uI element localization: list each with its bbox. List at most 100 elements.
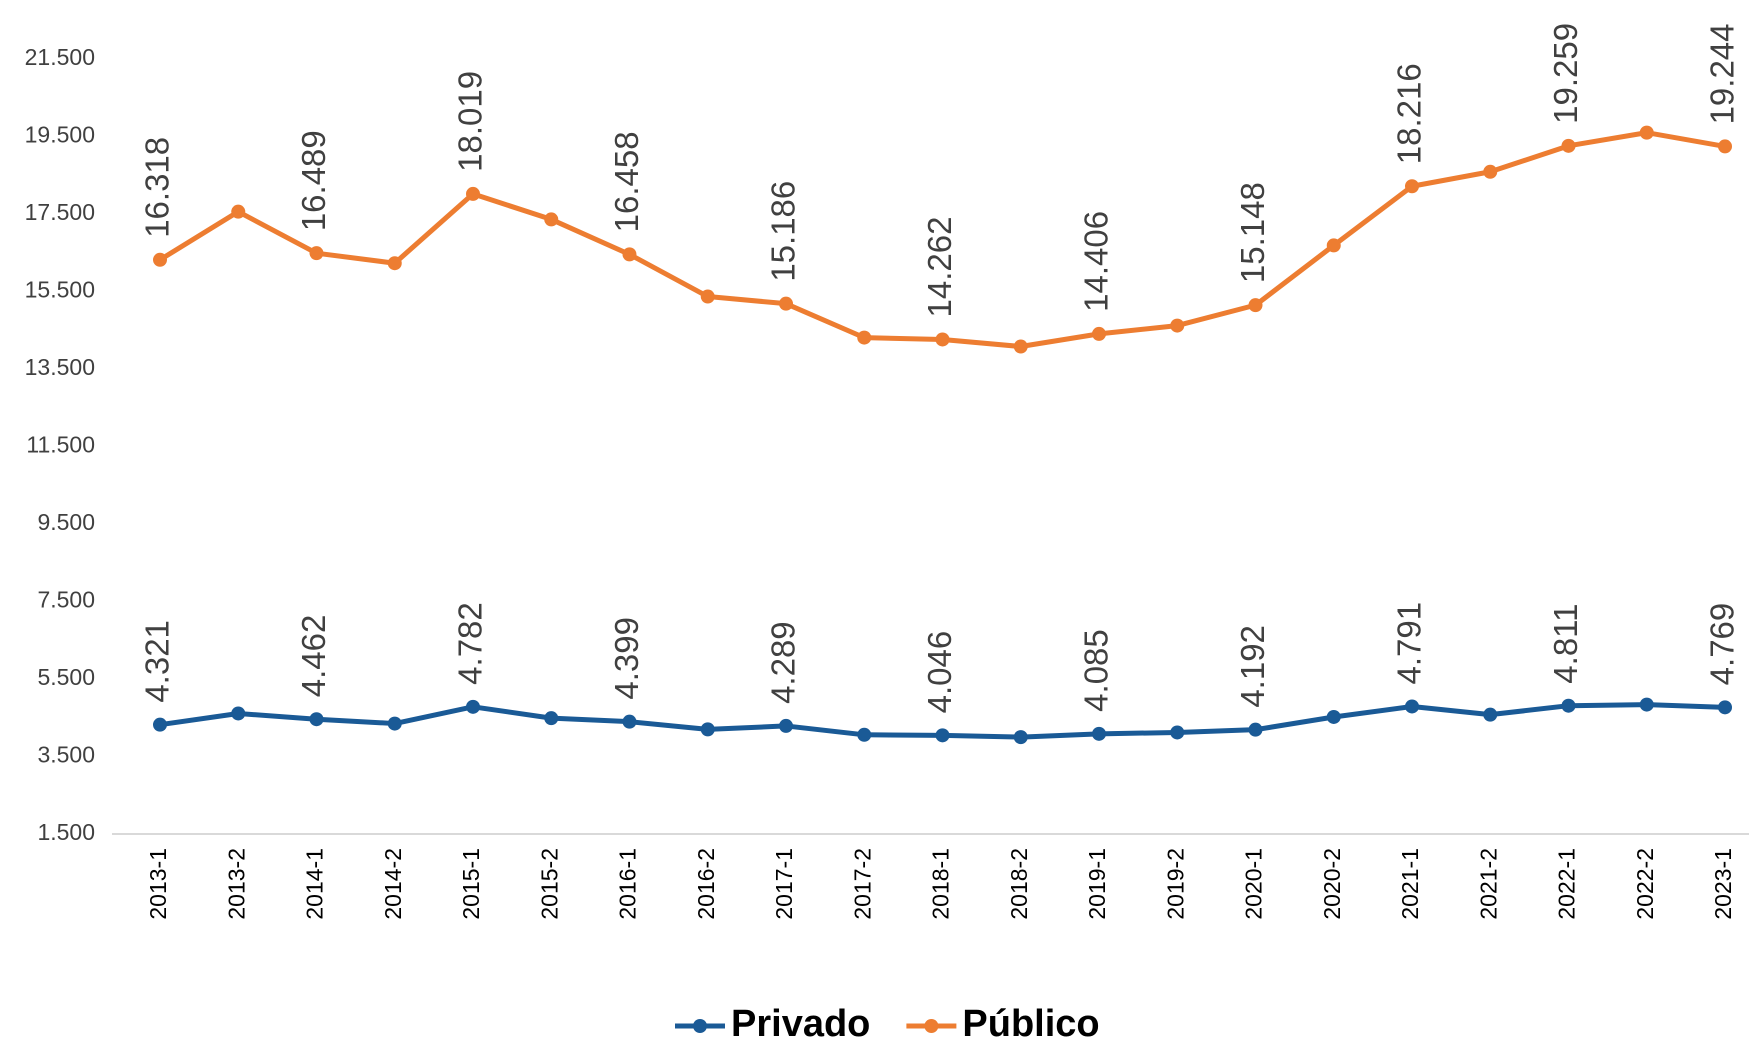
data-point — [622, 714, 637, 729]
data-label: 14.262 — [921, 217, 958, 318]
data-label: 4.769 — [1704, 603, 1741, 686]
data-label: 4.791 — [1391, 602, 1428, 685]
data-point — [1326, 238, 1341, 253]
data-label: 4.289 — [765, 621, 802, 704]
y-tick-label: 9.500 — [37, 509, 95, 535]
data-label: 4.192 — [1234, 625, 1271, 708]
data-point — [387, 256, 402, 271]
data-point — [622, 247, 637, 262]
x-tick-label: 2023-1 — [1710, 848, 1736, 920]
data-point — [1405, 179, 1419, 194]
data-point — [466, 186, 480, 201]
data-label: 4.782 — [452, 602, 489, 685]
data-point — [1639, 697, 1654, 712]
data-point — [857, 727, 872, 742]
x-tick-label: 2016-2 — [693, 848, 719, 920]
data-label: 4.085 — [1078, 629, 1115, 712]
data-point — [1718, 700, 1732, 715]
data-point — [1092, 726, 1106, 741]
data-point — [1561, 698, 1576, 713]
x-tick-label: 2019-2 — [1162, 848, 1188, 920]
x-tick-label: 2018-2 — [1006, 848, 1032, 920]
data-point — [1013, 339, 1028, 354]
legend-label: Privado — [731, 1003, 870, 1045]
data-point — [1248, 298, 1263, 313]
data-point — [935, 332, 950, 347]
data-label: 16.489 — [295, 130, 332, 231]
data-point — [1483, 164, 1498, 179]
x-tick-label: 2013-1 — [145, 848, 171, 920]
y-tick-label: 21.500 — [25, 44, 95, 70]
data-label: 4.321 — [139, 620, 176, 703]
data-point — [1013, 730, 1028, 745]
data-point — [309, 246, 324, 261]
x-tick-label: 2017-1 — [771, 848, 797, 920]
x-tick-label: 2016-1 — [615, 848, 641, 920]
data-point — [1639, 125, 1654, 140]
data-point — [1170, 318, 1185, 333]
y-tick-label: 13.500 — [25, 354, 95, 380]
data-label: 15.148 — [1234, 182, 1271, 283]
data-point — [1170, 725, 1185, 740]
data-point — [544, 212, 559, 227]
data-point — [1561, 138, 1576, 153]
y-tick-label: 15.500 — [25, 277, 95, 303]
data-point — [153, 717, 167, 732]
data-point — [1326, 709, 1341, 724]
x-tick-label: 2020-1 — [1241, 848, 1267, 920]
data-label: 18.216 — [1391, 63, 1428, 164]
data-point — [1405, 699, 1419, 714]
data-label: 18.019 — [452, 71, 489, 172]
y-tick-label: 3.500 — [37, 742, 95, 768]
data-label: 19.259 — [1547, 23, 1584, 124]
data-point — [700, 722, 715, 737]
data-point — [231, 204, 246, 219]
data-point — [309, 712, 324, 727]
data-label: 4.046 — [921, 631, 958, 714]
data-point — [1718, 139, 1732, 154]
legend-marker — [924, 1019, 939, 1033]
x-tick-label: 2021-2 — [1475, 848, 1501, 920]
data-point — [231, 706, 246, 721]
data-point — [857, 330, 872, 345]
data-label: 15.186 — [765, 181, 802, 282]
x-tick-label: 2013-2 — [223, 848, 249, 920]
x-tick-label: 2020-2 — [1319, 848, 1345, 920]
data-label: 4.811 — [1547, 604, 1584, 684]
data-point — [387, 716, 402, 731]
x-tick-label: 2019-1 — [1084, 848, 1110, 920]
y-tick-label: 7.500 — [37, 587, 95, 613]
data-point — [466, 699, 480, 714]
x-tick-label: 2015-1 — [458, 848, 484, 920]
data-point — [1092, 326, 1106, 341]
x-tick-label: 2017-2 — [849, 848, 875, 920]
data-label: 16.318 — [139, 137, 176, 238]
data-point — [1483, 707, 1498, 722]
x-tick-label: 2018-1 — [928, 848, 954, 920]
y-tick-label: 1.500 — [37, 819, 95, 845]
x-tick-label: 2021-1 — [1397, 848, 1423, 920]
data-point — [544, 711, 559, 726]
data-point — [700, 289, 715, 304]
legend-marker — [693, 1019, 707, 1033]
data-label: 4.462 — [295, 615, 332, 698]
legend-label: Público — [962, 1003, 1099, 1045]
data-label: 19.244 — [1704, 23, 1741, 124]
data-label: 14.406 — [1078, 211, 1115, 312]
data-point — [935, 728, 950, 743]
data-point — [779, 296, 793, 311]
data-point — [153, 252, 167, 267]
y-tick-label: 5.500 — [37, 664, 95, 690]
data-point — [779, 718, 793, 733]
x-tick-label: 2015-2 — [536, 848, 562, 920]
y-tick-label: 17.500 — [25, 199, 95, 225]
x-tick-label: 2014-1 — [302, 848, 328, 920]
data-point — [1248, 722, 1263, 737]
data-label: 16.458 — [608, 131, 645, 232]
data-label: 4.399 — [608, 617, 645, 700]
x-tick-label: 2022-1 — [1554, 848, 1580, 920]
y-tick-label: 11.500 — [26, 432, 95, 458]
y-tick-label: 19.500 — [25, 122, 95, 148]
legend: Privado Público — [675, 1003, 1100, 1045]
